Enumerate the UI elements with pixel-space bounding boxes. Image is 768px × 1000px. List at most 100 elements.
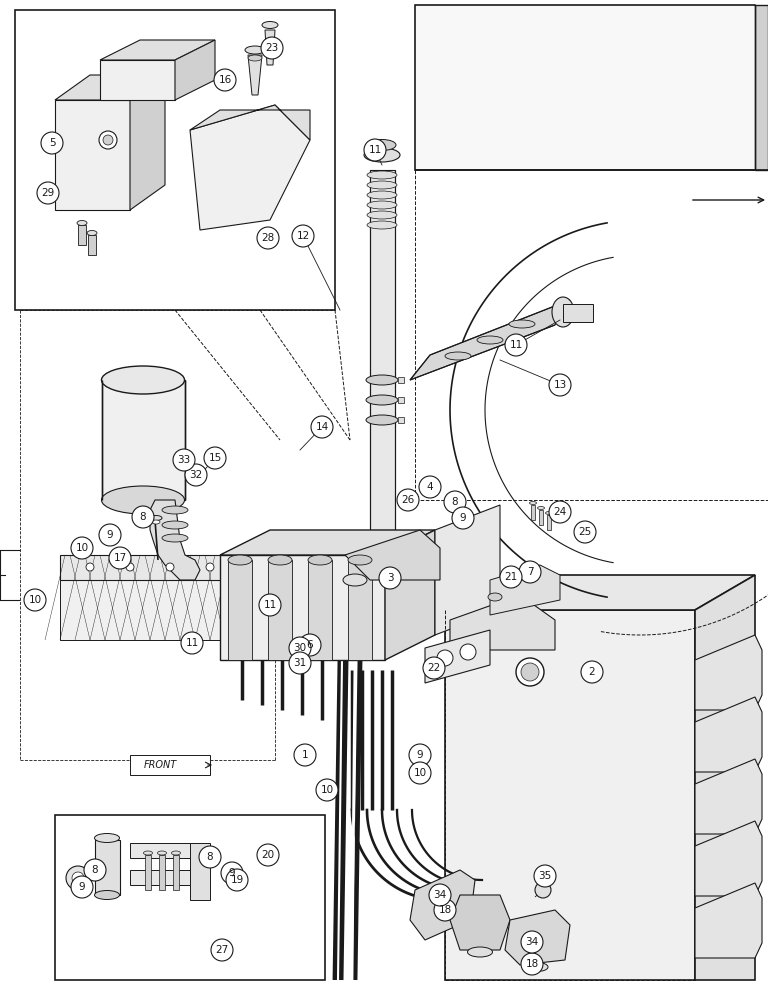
- Circle shape: [185, 464, 207, 486]
- Circle shape: [181, 632, 203, 654]
- Ellipse shape: [367, 201, 397, 209]
- Ellipse shape: [162, 506, 188, 514]
- Text: 34: 34: [525, 937, 538, 947]
- Polygon shape: [228, 560, 252, 660]
- Text: 11: 11: [263, 600, 276, 610]
- Circle shape: [289, 637, 311, 659]
- Polygon shape: [445, 575, 755, 610]
- Circle shape: [99, 524, 121, 546]
- Bar: [398, 397, 404, 403]
- Text: FRONT: FRONT: [144, 760, 177, 770]
- Circle shape: [299, 634, 321, 656]
- Polygon shape: [345, 530, 440, 580]
- Circle shape: [24, 589, 46, 611]
- Polygon shape: [695, 635, 762, 710]
- Polygon shape: [268, 560, 292, 660]
- Text: 7: 7: [527, 567, 533, 577]
- Ellipse shape: [262, 21, 278, 28]
- Ellipse shape: [509, 320, 535, 328]
- Text: 8: 8: [140, 512, 147, 522]
- Ellipse shape: [162, 534, 188, 542]
- Polygon shape: [445, 610, 695, 980]
- Ellipse shape: [162, 521, 188, 529]
- Ellipse shape: [468, 947, 492, 957]
- Ellipse shape: [477, 336, 503, 344]
- Polygon shape: [102, 380, 185, 500]
- Circle shape: [261, 37, 283, 59]
- Circle shape: [199, 846, 221, 868]
- Text: 9: 9: [417, 750, 423, 760]
- Polygon shape: [450, 595, 555, 650]
- Circle shape: [549, 374, 571, 396]
- Text: 9: 9: [460, 513, 466, 523]
- Polygon shape: [450, 895, 510, 950]
- Circle shape: [211, 939, 233, 961]
- Ellipse shape: [366, 395, 398, 405]
- Ellipse shape: [526, 962, 548, 972]
- Ellipse shape: [228, 555, 252, 565]
- Circle shape: [206, 563, 214, 571]
- Polygon shape: [410, 870, 475, 940]
- Circle shape: [257, 844, 279, 866]
- Polygon shape: [173, 855, 179, 890]
- Ellipse shape: [94, 834, 120, 842]
- Polygon shape: [130, 870, 200, 885]
- Polygon shape: [55, 75, 165, 100]
- Circle shape: [397, 489, 419, 511]
- Polygon shape: [130, 843, 200, 858]
- Text: 25: 25: [578, 527, 591, 537]
- Circle shape: [214, 69, 236, 91]
- Polygon shape: [190, 105, 310, 230]
- Circle shape: [423, 657, 445, 679]
- Polygon shape: [220, 555, 385, 660]
- Text: 9: 9: [107, 530, 114, 540]
- Text: 6: 6: [306, 640, 313, 650]
- Circle shape: [132, 506, 154, 528]
- Polygon shape: [60, 555, 230, 580]
- Ellipse shape: [144, 851, 153, 855]
- Polygon shape: [175, 40, 215, 100]
- Polygon shape: [539, 510, 543, 525]
- Text: 8: 8: [91, 865, 98, 875]
- Circle shape: [103, 135, 113, 145]
- Circle shape: [173, 449, 195, 471]
- Polygon shape: [695, 759, 762, 834]
- Polygon shape: [695, 883, 762, 958]
- Circle shape: [521, 953, 543, 975]
- Text: 15: 15: [208, 453, 222, 463]
- Ellipse shape: [488, 593, 502, 601]
- Circle shape: [379, 567, 401, 589]
- Text: 32: 32: [190, 470, 203, 480]
- Ellipse shape: [529, 502, 537, 504]
- Polygon shape: [385, 530, 435, 660]
- Text: 18: 18: [525, 959, 538, 969]
- Ellipse shape: [368, 139, 396, 150]
- Circle shape: [204, 447, 226, 469]
- Ellipse shape: [364, 148, 400, 162]
- Ellipse shape: [552, 297, 574, 327]
- Circle shape: [434, 899, 456, 921]
- Text: 2: 2: [589, 667, 595, 677]
- Ellipse shape: [445, 352, 471, 360]
- Text: 24: 24: [554, 507, 567, 517]
- Circle shape: [452, 507, 474, 529]
- Polygon shape: [531, 505, 535, 520]
- Ellipse shape: [77, 221, 87, 226]
- Bar: [563, 304, 593, 322]
- Text: 10: 10: [320, 785, 333, 795]
- Polygon shape: [370, 170, 395, 530]
- Circle shape: [226, 869, 248, 891]
- Polygon shape: [190, 105, 310, 140]
- Polygon shape: [265, 30, 275, 65]
- Text: 10: 10: [28, 595, 41, 605]
- Text: 9: 9: [229, 868, 235, 878]
- Circle shape: [257, 227, 279, 249]
- Text: 26: 26: [402, 495, 415, 505]
- Text: 30: 30: [293, 643, 306, 653]
- Polygon shape: [695, 697, 762, 772]
- Circle shape: [429, 884, 451, 906]
- Circle shape: [99, 131, 117, 149]
- Ellipse shape: [171, 851, 180, 855]
- Text: 11: 11: [369, 145, 382, 155]
- Polygon shape: [490, 565, 560, 615]
